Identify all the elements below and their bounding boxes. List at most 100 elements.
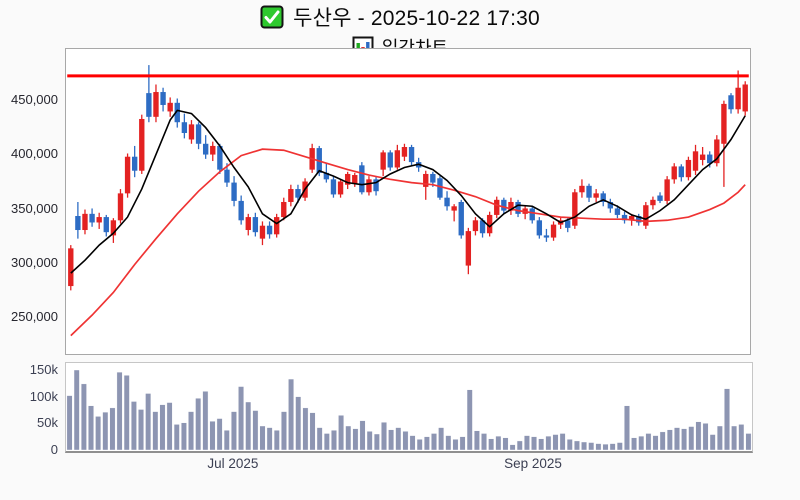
candle [401, 143, 408, 162]
candle [181, 113, 188, 139]
price-chart-canvas[interactable] [65, 48, 751, 355]
candle-body [401, 147, 408, 157]
candle [210, 141, 216, 162]
volume-bar [123, 375, 130, 451]
candle [472, 217, 479, 236]
candle [139, 114, 145, 174]
candle [593, 189, 599, 202]
candle-body [579, 185, 585, 193]
candle-body [139, 118, 145, 171]
price-tick-label: 300,000 [11, 254, 58, 270]
volume-bar [524, 435, 530, 451]
candle [373, 176, 379, 196]
candle [408, 144, 415, 166]
candle [75, 201, 81, 239]
volume-bar [559, 433, 566, 451]
volume-bar [702, 423, 709, 451]
candle-body [181, 122, 188, 133]
candle [330, 176, 337, 198]
candle-body [593, 193, 599, 198]
candle [501, 197, 507, 214]
candle [337, 179, 344, 198]
candle-body [494, 199, 500, 215]
candle-body [146, 93, 152, 117]
candle-body [671, 166, 677, 180]
candle [288, 184, 294, 207]
volume-bar [238, 386, 244, 451]
candle [607, 198, 614, 213]
volume-bar [681, 428, 688, 451]
volume-bar [259, 425, 266, 451]
candle-body [451, 206, 457, 211]
candle [96, 212, 102, 229]
candle [657, 192, 663, 204]
candle-body [238, 200, 244, 221]
candle-body [344, 173, 351, 185]
candle-body [89, 213, 95, 223]
candle [174, 98, 180, 128]
x-tick-label: Sep 2025 [504, 456, 562, 471]
candle-body [465, 231, 472, 266]
volume-bar [574, 440, 580, 451]
candle [281, 197, 287, 221]
volume-bar [95, 416, 102, 451]
candle-body [373, 179, 379, 192]
candle [465, 227, 472, 275]
candle-body [75, 215, 81, 231]
candle [259, 221, 266, 246]
candle [252, 212, 259, 237]
candle [380, 150, 386, 177]
volume-bar [416, 439, 423, 451]
candle-body [245, 217, 251, 231]
volume-bar [266, 427, 273, 451]
candle-body [266, 225, 273, 235]
ma-fast-line [70, 109, 746, 274]
candle-body [444, 197, 450, 207]
price-tick-label: 350,000 [11, 200, 58, 216]
volume-bar [223, 430, 230, 451]
candle-body [366, 179, 372, 193]
volume-tick-label: 50k [37, 415, 58, 431]
volume-tick-label: 100k [29, 388, 58, 404]
candle-body [678, 166, 685, 178]
volume-bar [216, 418, 223, 451]
candle [68, 245, 74, 291]
candle-body [131, 156, 138, 171]
candle [89, 208, 95, 227]
candle-body [273, 217, 280, 235]
volume-bar [288, 378, 294, 451]
volume-bar [188, 411, 194, 451]
candle [508, 197, 514, 215]
candle-body [330, 179, 337, 195]
volume-bar [488, 438, 495, 451]
volume-bar [516, 440, 523, 451]
candle-body [124, 156, 131, 194]
candle-body [586, 185, 592, 198]
candle [231, 176, 237, 207]
candle-body [437, 178, 443, 198]
volume-bar [581, 441, 587, 451]
candle-body [643, 205, 649, 226]
volume-bar [631, 437, 637, 451]
candle [664, 176, 670, 205]
candle-body [707, 154, 713, 164]
candle [685, 156, 692, 181]
candle-body [408, 147, 415, 163]
price-tick-label: 400,000 [11, 146, 58, 162]
candle-body [650, 199, 656, 206]
price-tick-label: 450,000 [11, 92, 58, 107]
volume-bar [273, 430, 280, 451]
volume-bar [295, 396, 302, 451]
volume-chart-canvas[interactable] [65, 362, 753, 453]
volume-bar [616, 442, 623, 451]
volume-bar [666, 429, 673, 451]
volume-bar [331, 430, 337, 451]
candle-body [501, 199, 507, 211]
volume-bar [531, 436, 537, 451]
candle [614, 205, 621, 219]
volume-bar [181, 422, 187, 451]
volume-bar [352, 428, 359, 451]
volume-bar [302, 407, 309, 451]
candle-body [259, 225, 266, 239]
